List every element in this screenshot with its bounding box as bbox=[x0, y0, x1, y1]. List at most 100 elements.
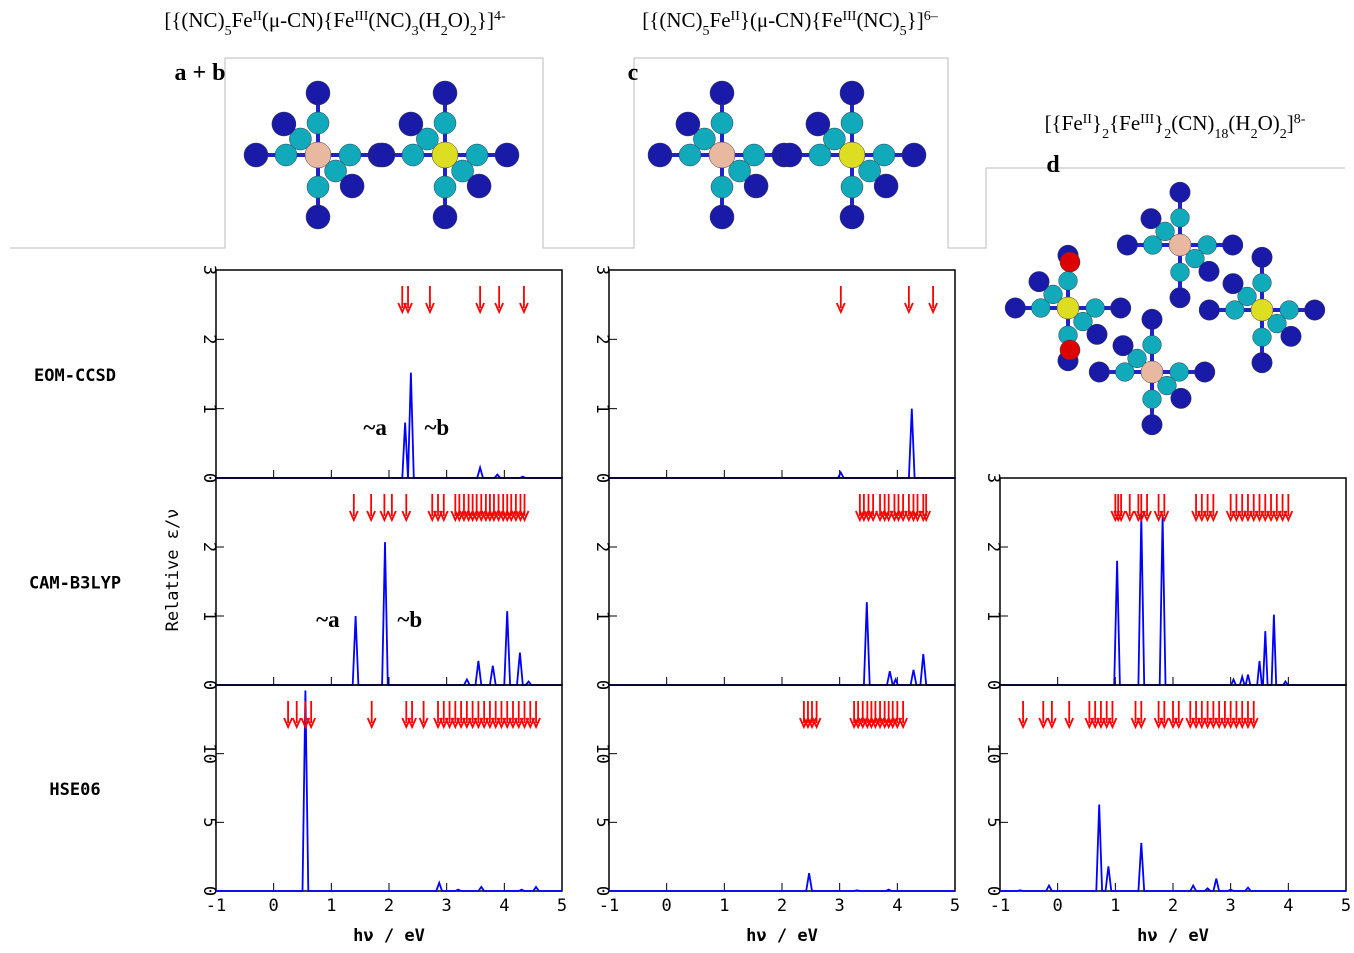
y-tick-label: 0 bbox=[983, 680, 1003, 690]
transition-arrow bbox=[349, 494, 359, 523]
transition-arrow bbox=[473, 701, 484, 730]
x-tick-label: 5 bbox=[1341, 896, 1351, 916]
transition-arrow bbox=[519, 286, 529, 315]
atom bbox=[1250, 298, 1274, 322]
x-tick-label: -1 bbox=[990, 896, 1010, 916]
arrow-head bbox=[349, 510, 359, 523]
arrow-head bbox=[866, 717, 877, 730]
arrow-head bbox=[366, 510, 376, 523]
transition-arrow bbox=[1197, 494, 1207, 523]
title-part: } bbox=[1154, 111, 1164, 135]
atom bbox=[1169, 362, 1189, 382]
arrow-head bbox=[1018, 717, 1028, 730]
transition-arrow bbox=[1202, 494, 1213, 523]
x-tick-label: 5 bbox=[557, 896, 567, 916]
atom bbox=[1085, 298, 1105, 318]
atom bbox=[1168, 233, 1192, 257]
transition-arrow bbox=[1208, 494, 1219, 523]
arrow-head bbox=[485, 510, 495, 523]
atom bbox=[873, 173, 899, 199]
x-tick-label: -1 bbox=[206, 896, 226, 916]
atom bbox=[1043, 284, 1063, 304]
transition-arrow bbox=[456, 701, 466, 730]
arrow-head bbox=[883, 717, 894, 730]
atom bbox=[1170, 208, 1190, 228]
atom bbox=[1198, 260, 1220, 282]
y-tick-label: 3 bbox=[983, 473, 1003, 483]
panel-label: a + b bbox=[174, 60, 225, 86]
transition-arrow bbox=[1142, 494, 1152, 523]
arrow-head bbox=[1208, 510, 1219, 523]
title-part: III bbox=[1140, 112, 1154, 127]
title-part: 5 bbox=[225, 24, 232, 39]
transition-arrow bbox=[485, 701, 495, 730]
atom bbox=[839, 80, 865, 106]
y-tick-label: 1 bbox=[592, 404, 612, 414]
arrow-head bbox=[467, 510, 478, 523]
transition-arrow bbox=[403, 286, 413, 315]
title-part: Fe bbox=[232, 8, 253, 32]
title-part: (μ-CN){Fe bbox=[262, 8, 355, 32]
transition-arrow bbox=[519, 494, 530, 523]
y-tick-label: 0 bbox=[199, 886, 219, 896]
transition-arrow bbox=[1231, 494, 1242, 523]
transition-arrow bbox=[438, 494, 449, 523]
transition-arrow bbox=[306, 701, 316, 730]
arrow-head bbox=[498, 510, 509, 523]
title-part: II bbox=[731, 9, 741, 24]
transition-arrow bbox=[1084, 701, 1095, 730]
spectrum-line bbox=[216, 690, 562, 892]
x-tick-label: 4 bbox=[892, 896, 902, 916]
transition-arrow bbox=[1191, 701, 1201, 730]
arrow-head bbox=[811, 717, 822, 730]
atom bbox=[1267, 314, 1287, 334]
arrow-head bbox=[1124, 510, 1135, 523]
arrow-head bbox=[928, 302, 938, 315]
atom bbox=[1141, 308, 1163, 330]
arrow-head bbox=[481, 510, 491, 523]
atom bbox=[675, 111, 701, 137]
plot-frame bbox=[215, 477, 563, 686]
atom bbox=[431, 141, 459, 169]
atom bbox=[1198, 299, 1220, 321]
atom bbox=[451, 159, 474, 183]
title-part: 4- bbox=[494, 9, 506, 24]
atom bbox=[433, 111, 457, 135]
transition-arrow bbox=[811, 701, 822, 730]
atom bbox=[901, 142, 927, 168]
spectrum-line bbox=[609, 408, 955, 479]
title-part: 2 bbox=[1102, 127, 1109, 142]
transition-arrow bbox=[401, 494, 412, 523]
title-part: O) bbox=[1258, 111, 1280, 135]
annotation: ~b bbox=[397, 607, 422, 632]
atom bbox=[1170, 387, 1192, 409]
transition-arrow bbox=[525, 701, 536, 730]
atom bbox=[1222, 234, 1244, 256]
transition-arrow bbox=[433, 494, 443, 523]
arrow-head bbox=[1159, 717, 1170, 730]
title-part: (H bbox=[1228, 111, 1250, 135]
atom bbox=[465, 143, 489, 167]
plot-frame bbox=[215, 269, 563, 479]
transition-arrow bbox=[1248, 701, 1259, 730]
atom bbox=[1279, 300, 1299, 320]
title-part: } bbox=[1092, 111, 1102, 135]
plot-frame bbox=[608, 269, 956, 479]
transition-arrow bbox=[1225, 701, 1236, 730]
molecules bbox=[243, 80, 1326, 436]
arrow-head bbox=[401, 510, 412, 523]
transition-arrow bbox=[475, 286, 485, 315]
atom bbox=[1115, 362, 1135, 382]
arrow-head bbox=[283, 717, 293, 730]
arrow-head bbox=[879, 717, 890, 730]
title-part: 6– bbox=[924, 9, 939, 24]
transition-arrow bbox=[462, 701, 472, 730]
title-part: {Fe bbox=[1109, 111, 1140, 135]
y-tick-label: 1 bbox=[199, 404, 219, 414]
transition-arrow bbox=[1038, 701, 1049, 730]
spectrum-line bbox=[1000, 804, 1346, 892]
atom bbox=[274, 143, 298, 167]
transition-arrow bbox=[1018, 701, 1028, 730]
panel-label: c bbox=[628, 60, 639, 86]
